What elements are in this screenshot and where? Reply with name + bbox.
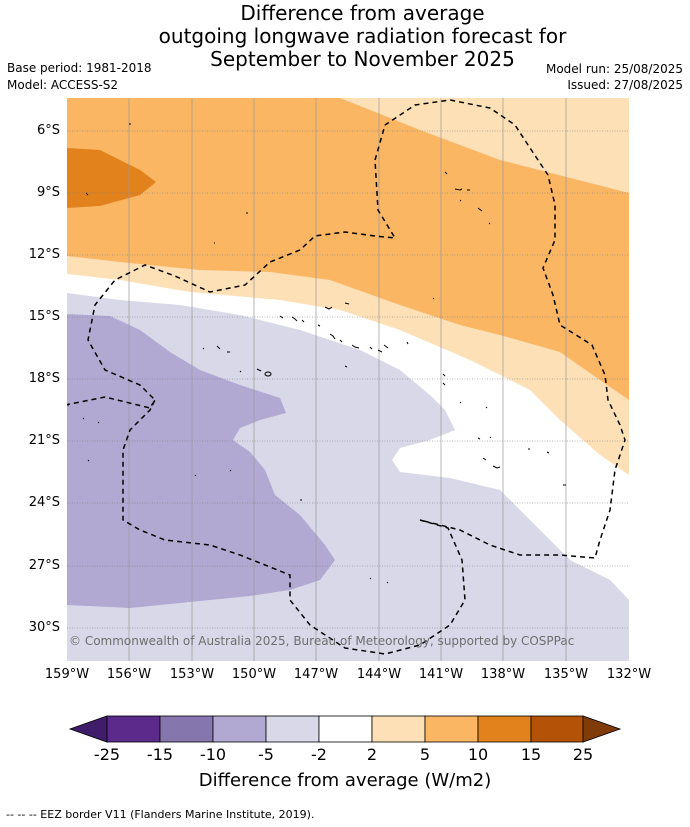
colorbar	[68, 715, 622, 743]
lat-label: 9°S	[36, 185, 60, 200]
colorbar-extend-high	[582, 715, 622, 743]
lon-label: 138°W	[480, 667, 526, 682]
colorbar-tick: -5	[258, 745, 274, 764]
lat-label: 27°S	[28, 558, 60, 573]
eez-border-french-polynesia	[67, 99, 626, 655]
title-line-3: September to November 2025	[210, 47, 515, 71]
lat-label: 15°S	[28, 309, 60, 324]
title-line-2: outgoing longwave radiation forecast for	[158, 24, 567, 48]
lon-label: 135°W	[543, 667, 589, 682]
model-name: Model: ACCESS-S2	[7, 78, 119, 92]
colorbar-tick: -2	[311, 745, 327, 764]
band-5-to-10	[67, 98, 629, 400]
lon-label: 156°W	[106, 667, 152, 682]
issued-date: Issued: 27/08/2025	[567, 78, 683, 92]
lon-label: 141°W	[418, 667, 464, 682]
lon-label: 153°W	[169, 667, 215, 682]
colorbar-extend-low	[68, 715, 108, 743]
band-minus-5-to-minus-10	[67, 314, 335, 608]
colorbar-tick: 10	[467, 745, 489, 764]
lon-label: 144°W	[356, 667, 402, 682]
lat-label: 24°S	[28, 495, 60, 510]
copyright-notice: © Commonwealth of Australia 2025, Bureau…	[69, 634, 575, 648]
lon-label: 147°W	[293, 667, 339, 682]
lat-label: 6°S	[36, 123, 60, 138]
colorbar-tick: 15	[520, 745, 542, 764]
colorbar-tick: -25	[93, 745, 121, 764]
lon-label: 132°W	[606, 667, 652, 682]
lon-label: 159°W	[44, 667, 90, 682]
colorbar-title: Difference from average (W/m2)	[198, 770, 492, 791]
eez-legend-footer: -- -- -- EEZ border V11 (Flanders Marine…	[6, 808, 315, 821]
colorbar-tick: 2	[366, 745, 378, 764]
model-run-date: Model run: 25/08/2025	[545, 62, 683, 76]
lat-label: 12°S	[28, 247, 60, 262]
base-period: Base period: 1981-2018	[7, 61, 152, 75]
band-10-to-15	[67, 148, 156, 208]
colorbar-tick: -15	[146, 745, 174, 764]
colorbar-tick: 5	[419, 745, 431, 764]
lon-label: 150°W	[231, 667, 277, 682]
colorbar-tick: 25	[572, 745, 594, 764]
title-line-1: Difference from average	[240, 1, 485, 25]
lat-label: 18°S	[28, 371, 60, 386]
lat-label: 21°S	[28, 433, 60, 448]
lat-label: 30°S	[28, 620, 60, 635]
colorbar-tick: -10	[199, 745, 227, 764]
